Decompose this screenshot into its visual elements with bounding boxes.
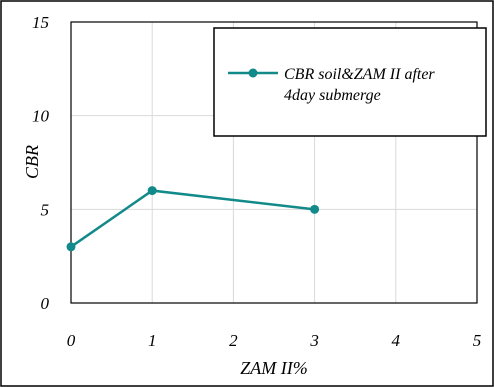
y-tick-labels: 0 5 10 15 — [32, 13, 50, 313]
legend: CBR soil&ZAM II after 4day submerge — [213, 27, 487, 137]
y-tick-label: 5 — [41, 200, 50, 219]
x-tick-label: 0 — [67, 331, 76, 350]
data-point — [147, 186, 157, 196]
x-tick-label: 5 — [473, 331, 482, 350]
plot-area — [70, 21, 478, 304]
y-tick-label: 15 — [32, 13, 49, 32]
x-tick-labels: 0 1 2 3 4 5 — [67, 331, 482, 350]
series-group — [66, 186, 320, 252]
x-axis-title: ZAM II% — [240, 358, 307, 378]
x-tick-label: 1 — [148, 331, 157, 350]
x-tick-label: 3 — [309, 331, 319, 350]
y-tick-label: 0 — [41, 294, 50, 313]
legend-box — [213, 27, 487, 137]
y-axis-title: CBR — [22, 145, 42, 179]
legend-marker — [248, 68, 258, 78]
data-point — [310, 204, 320, 214]
data-point — [66, 242, 76, 252]
legend-label-line-1: CBR soil&ZAM II after — [284, 66, 435, 83]
legend-label-line-2: 4day submerge — [284, 87, 381, 104]
y-tick-label: 10 — [32, 107, 50, 126]
x-tick-label: 2 — [229, 331, 238, 350]
x-tick-label: 4 — [392, 331, 401, 350]
